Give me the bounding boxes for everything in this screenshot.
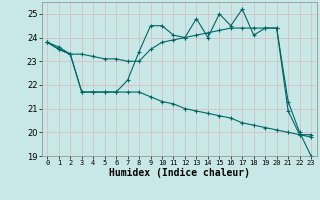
X-axis label: Humidex (Indice chaleur): Humidex (Indice chaleur): [109, 168, 250, 178]
